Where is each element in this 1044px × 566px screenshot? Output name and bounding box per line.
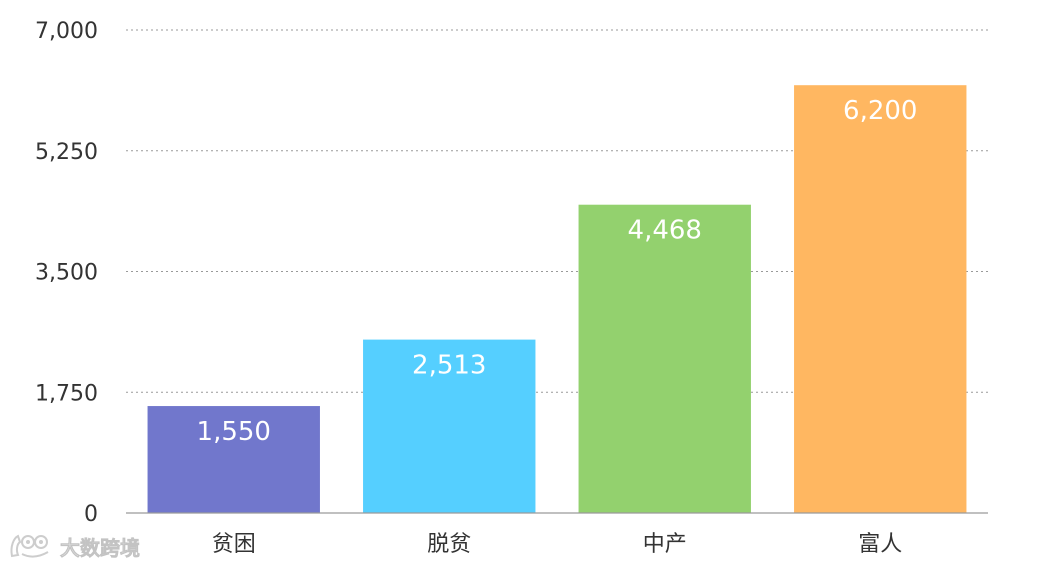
y-axis: 0 1,750 3,500 5,250 7,000 bbox=[35, 19, 98, 527]
x-tick-label: 脱贫 bbox=[427, 532, 471, 557]
y-tick-label: 0 bbox=[84, 502, 98, 527]
bar bbox=[794, 85, 967, 513]
cat-logo-icon bbox=[10, 534, 49, 558]
x-tick-label: 富人 bbox=[858, 532, 902, 557]
watermark-text: 大数跨境 bbox=[60, 535, 141, 560]
watermark: 大数跨境 bbox=[8, 530, 148, 562]
bars bbox=[147, 85, 967, 513]
y-tick-label: 7,000 bbox=[35, 19, 98, 44]
x-tick-label: 中产 bbox=[643, 532, 687, 557]
bar bbox=[363, 339, 536, 513]
y-tick-label: 3,500 bbox=[35, 261, 98, 286]
grid-lines bbox=[126, 29, 988, 393]
bar-value-label: 4,468 bbox=[628, 216, 702, 246]
bar bbox=[578, 204, 751, 513]
bar-value-labels: 1,550 2,513 4,468 6,200 bbox=[197, 96, 918, 447]
bar-value-label: 1,550 bbox=[197, 417, 271, 447]
bar-value-label: 2,513 bbox=[412, 351, 486, 381]
bar bbox=[147, 406, 320, 513]
y-tick-label: 1,750 bbox=[35, 381, 98, 406]
bar-value-label: 6,200 bbox=[843, 96, 917, 126]
x-axis: 贫困 脱贫 中产 富人 bbox=[126, 512, 988, 557]
y-tick-label: 5,250 bbox=[35, 140, 98, 165]
x-tick-label: 贫困 bbox=[212, 532, 256, 557]
